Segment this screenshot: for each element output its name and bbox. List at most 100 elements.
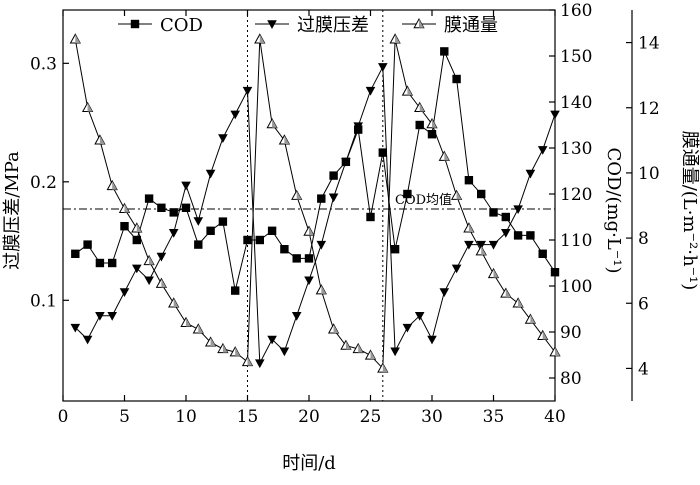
flux-point: [180, 316, 192, 327]
flux-point-shade: [186, 317, 191, 327]
right2-tick-label: 10: [638, 164, 660, 184]
pressure-point: [156, 252, 167, 262]
pressure-point: [267, 20, 277, 29]
flux-point: [364, 349, 377, 360]
pressure-point: [267, 335, 277, 345]
cod-point: [378, 148, 387, 157]
flux-point-shade: [309, 226, 314, 236]
reference-lines-group: COD均值: [63, 10, 555, 401]
pressure-point: [427, 335, 437, 345]
flux-point: [69, 33, 81, 44]
flux-point-shade: [75, 34, 81, 44]
flux-point-shade: [456, 190, 462, 200]
pressure-point: [378, 63, 388, 72]
flux-point-shade: [173, 298, 179, 307]
x-axis-label: 时间/d: [282, 453, 336, 474]
right1-tick-label: 100: [560, 277, 592, 297]
cod-point: [464, 176, 474, 185]
cod-point: [255, 235, 264, 245]
pressure-point: [119, 288, 130, 297]
pressure-point: [304, 276, 314, 286]
flux-point: [500, 287, 512, 298]
cod-point: [206, 226, 215, 235]
right2-tick-label: 14: [638, 34, 660, 54]
pressure-point: [82, 335, 93, 345]
x-tick-label: 25: [360, 407, 382, 427]
flux-point: [549, 346, 561, 357]
pressure-point: [390, 347, 400, 357]
flux-point-shade: [222, 343, 228, 353]
right1-tick-label: 160: [560, 1, 592, 21]
cod-point: [181, 203, 191, 212]
flux-point-shade: [87, 102, 93, 112]
flux-point: [389, 33, 401, 44]
left-tick-label: 0.3: [30, 54, 57, 74]
right2-tick-label: 4: [638, 359, 649, 379]
flux-point: [512, 297, 524, 308]
flux-point-shade: [321, 285, 327, 294]
flux-point: [327, 323, 340, 334]
pressure-point: [464, 240, 474, 250]
flux-point: [241, 355, 254, 367]
cod-point: [130, 19, 140, 29]
flux-point: [168, 297, 180, 308]
flux-point-shade: [345, 340, 351, 350]
axis-labels-group: 时间/d 过膜压差/MPa COD/(mg·L⁻¹) 膜通量/(L·m⁻²·h⁻¹): [2, 131, 700, 474]
pressure-point: [451, 264, 462, 274]
flux-point-shade: [419, 19, 424, 28]
left-tick-label: 0.1: [30, 291, 57, 311]
flux-point: [192, 323, 204, 334]
flux-point-shade: [124, 203, 130, 213]
flux-point: [217, 342, 229, 354]
flux-point: [254, 33, 266, 44]
cod-point: [513, 231, 523, 240]
flux-point: [143, 254, 155, 266]
pressure-point: [550, 110, 560, 120]
cod-point: [169, 208, 178, 217]
cod-point: [280, 245, 289, 254]
legend-item: 膜通量: [402, 15, 498, 36]
pressure-point: [365, 86, 376, 96]
cod-point: [83, 240, 92, 249]
cod-point: [538, 249, 547, 258]
pressure-point: [414, 311, 425, 321]
flux-point-shade: [149, 255, 154, 265]
right2-tick-label: 12: [638, 99, 660, 119]
cod-point: [427, 130, 437, 139]
legend-item: 过膜压差: [255, 15, 369, 36]
cod-point: [157, 203, 166, 212]
flux-point-shade: [395, 34, 400, 44]
plot-frame: [62, 9, 556, 402]
right1-tick-label: 120: [560, 185, 592, 205]
left-axis-label: 过膜压差/MPa: [2, 151, 23, 270]
flux-point-shade: [407, 86, 413, 96]
pressure-point: [132, 264, 142, 274]
cod-point: [231, 286, 240, 295]
pressure-point: [488, 240, 499, 250]
flux-point: [463, 222, 475, 233]
right1-tick-label: 150: [560, 47, 592, 67]
flux-point-shade: [198, 324, 204, 334]
flux-point: [81, 101, 94, 112]
cod-point: [501, 212, 510, 222]
pressure-point: [242, 86, 253, 96]
cod-point: [132, 235, 141, 245]
flux-point-shade: [555, 347, 560, 356]
legend-item: COD: [118, 15, 203, 36]
pressure-point: [316, 240, 327, 250]
pressure-point: [218, 134, 228, 143]
flux-point-shade: [358, 343, 363, 353]
flux-point-shade: [284, 135, 290, 145]
x-tick-label: 5: [119, 407, 130, 427]
flux-point-shade: [382, 363, 388, 373]
flux-point: [315, 284, 327, 295]
cod-point: [526, 231, 535, 240]
cod-series-line: [75, 49, 556, 291]
flux-point-shade: [161, 278, 167, 288]
flux-point: [106, 179, 118, 191]
cod-series: [71, 47, 560, 295]
flux-point-shade: [481, 246, 486, 255]
right2-tick-label: 8: [638, 229, 649, 249]
cod-point: [489, 208, 498, 217]
